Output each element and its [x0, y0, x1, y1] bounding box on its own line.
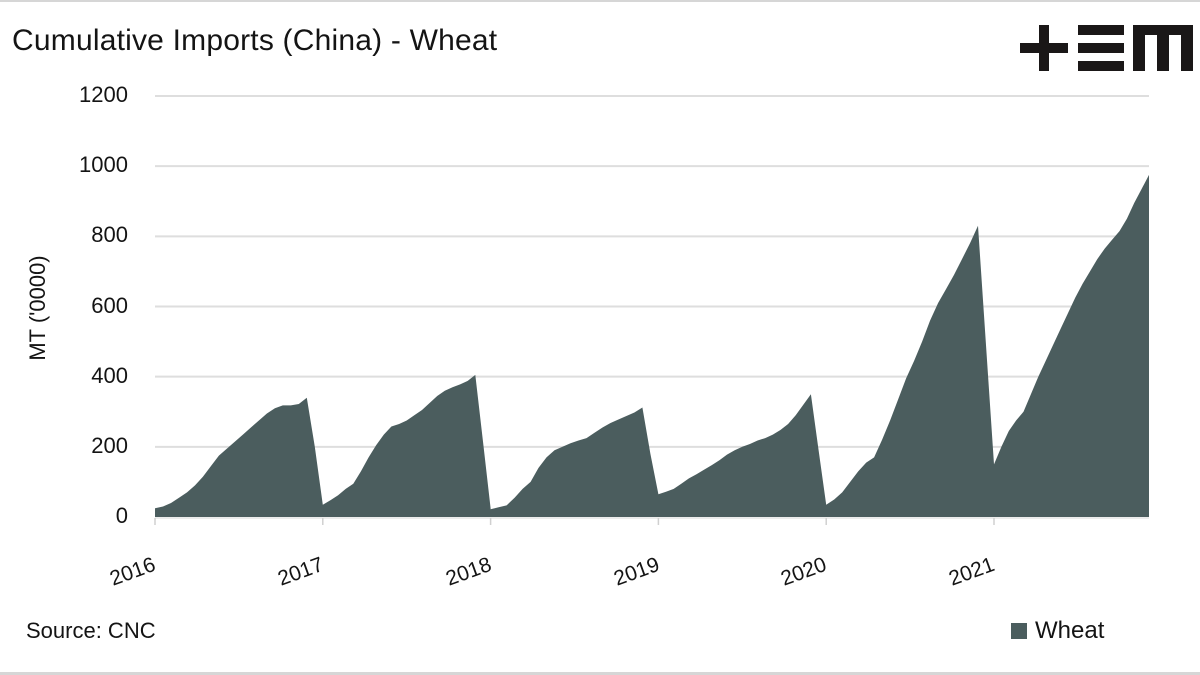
legend-label-wheat: Wheat [1035, 617, 1105, 644]
legend-swatch-wheat [1011, 623, 1027, 639]
y-tick-label: 1000 [79, 152, 128, 178]
y-tick-label: 0 [115, 503, 128, 528]
top-border [0, 0, 1200, 2]
gridlines [155, 95, 1149, 448]
wheat-area-series [155, 174, 1149, 517]
y-tick-label: 200 [91, 432, 128, 458]
x-tick-marks [154, 517, 1149, 525]
y-tick-label: 800 [91, 222, 128, 248]
y-tick-label: 400 [91, 362, 128, 388]
chart-title: Cumulative Imports (China) - Wheat [12, 24, 498, 57]
legend: Wheat [1011, 617, 1104, 645]
y-tick-label: 1200 [79, 82, 128, 107]
bottom-border [0, 672, 1200, 675]
source-note: Source: CNC [26, 618, 156, 643]
y-tick-label: 600 [91, 292, 128, 318]
tem-logo [1020, 25, 1193, 71]
